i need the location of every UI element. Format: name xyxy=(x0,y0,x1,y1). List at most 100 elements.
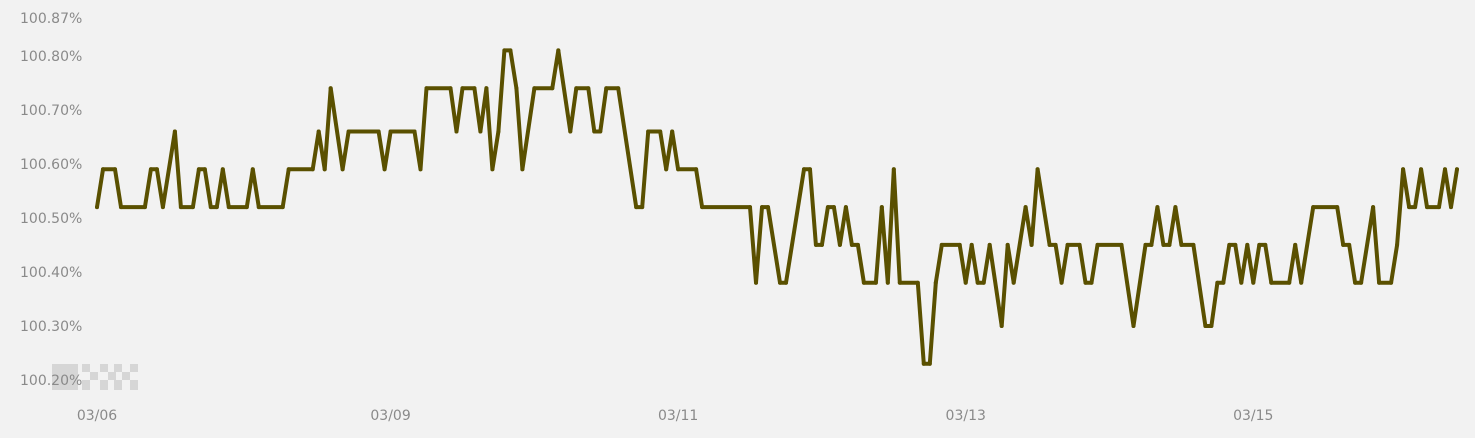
data-point xyxy=(1131,323,1136,328)
data-point xyxy=(95,205,99,210)
data-point xyxy=(1161,242,1166,247)
data-point xyxy=(939,242,944,247)
data-point xyxy=(999,323,1004,328)
data-point xyxy=(1233,242,1238,247)
data-point xyxy=(556,48,561,53)
data-point xyxy=(448,86,453,91)
data-point xyxy=(586,86,591,91)
data-point xyxy=(172,129,177,134)
data-point xyxy=(1089,280,1094,285)
data-point xyxy=(987,242,992,247)
y-tick-label: 100.80% xyxy=(20,49,82,65)
data-point xyxy=(196,167,201,172)
y-tick-label: 100.30% xyxy=(20,319,82,335)
data-point xyxy=(478,129,483,134)
data-point xyxy=(1449,205,1454,210)
data-point xyxy=(1035,167,1040,172)
data-point xyxy=(1119,242,1124,247)
data-point xyxy=(340,167,345,172)
data-point xyxy=(1215,280,1220,285)
data-point xyxy=(837,242,842,247)
data-point xyxy=(1293,242,1298,247)
data-point xyxy=(202,167,207,172)
data-point xyxy=(286,167,291,172)
data-point xyxy=(1221,280,1226,285)
data-point xyxy=(777,280,782,285)
data-point xyxy=(981,280,986,285)
data-point xyxy=(214,205,219,210)
series-line xyxy=(95,48,1459,366)
y-tick-label: 100.50% xyxy=(20,211,82,227)
data-point xyxy=(472,86,477,91)
data-point xyxy=(1179,242,1184,247)
data-point xyxy=(532,86,537,91)
data-point xyxy=(388,129,393,134)
data-point xyxy=(766,205,771,210)
data-point xyxy=(1077,242,1082,247)
data-point xyxy=(376,129,381,134)
data-point xyxy=(1209,323,1214,328)
data-point xyxy=(963,280,968,285)
data-point xyxy=(496,129,501,134)
data-point xyxy=(897,280,902,285)
data-point xyxy=(879,205,884,210)
data-point xyxy=(1053,242,1058,247)
data-point xyxy=(154,167,159,172)
data-point xyxy=(1029,242,1034,247)
data-point xyxy=(1425,205,1430,210)
data-point xyxy=(424,86,429,91)
x-tick-label: 03/09 xyxy=(370,408,410,424)
data-point xyxy=(322,167,327,172)
x-tick-label: 03/15 xyxy=(1233,408,1273,424)
data-point xyxy=(676,167,681,172)
data-point xyxy=(328,86,333,91)
x-tick-label: 03/11 xyxy=(658,408,698,424)
y-tick-label: 100.70% xyxy=(20,103,82,119)
data-point xyxy=(891,167,896,172)
data-point xyxy=(508,48,513,53)
data-point xyxy=(748,205,753,210)
x-tick-label: 03/06 xyxy=(77,408,117,424)
data-point xyxy=(825,205,830,210)
data-point xyxy=(813,242,818,247)
x-tick-label: 03/13 xyxy=(946,408,986,424)
data-point xyxy=(1353,280,1358,285)
data-point xyxy=(256,205,261,210)
data-point xyxy=(1389,280,1394,285)
data-point xyxy=(975,280,980,285)
data-point xyxy=(1419,167,1424,172)
data-point xyxy=(1191,242,1196,247)
data-point xyxy=(1173,205,1178,210)
data-point xyxy=(1269,280,1274,285)
data-point xyxy=(1347,242,1352,247)
data-point xyxy=(1437,205,1442,210)
data-point xyxy=(1443,167,1448,172)
y-tick-label: 100.60% xyxy=(20,157,82,173)
data-point xyxy=(927,361,932,366)
data-point xyxy=(100,167,105,172)
data-point xyxy=(1095,242,1100,247)
data-point xyxy=(178,205,183,210)
data-point xyxy=(843,205,848,210)
data-point xyxy=(574,86,579,91)
data-point xyxy=(1245,242,1250,247)
data-point xyxy=(1257,242,1262,247)
data-point xyxy=(640,205,645,210)
data-point xyxy=(550,86,555,91)
data-point xyxy=(1065,242,1070,247)
data-point xyxy=(1299,280,1304,285)
data-point xyxy=(1407,205,1412,210)
data-point xyxy=(1335,205,1340,210)
data-point xyxy=(819,242,824,247)
data-point xyxy=(957,242,962,247)
data-point xyxy=(1143,242,1148,247)
data-point xyxy=(849,242,854,247)
data-point xyxy=(1413,205,1418,210)
data-point xyxy=(861,280,866,285)
data-point xyxy=(915,280,920,285)
data-point xyxy=(1023,205,1028,210)
data-point xyxy=(454,129,459,134)
watermark-logo xyxy=(52,364,138,390)
data-point xyxy=(250,167,255,172)
